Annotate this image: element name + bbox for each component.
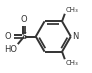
Text: CH₃: CH₃ bbox=[65, 7, 78, 13]
Text: S: S bbox=[21, 32, 27, 41]
Text: HO: HO bbox=[4, 45, 17, 54]
Text: N: N bbox=[72, 32, 79, 41]
Text: CH₃: CH₃ bbox=[65, 60, 78, 66]
Text: O: O bbox=[21, 15, 27, 24]
Text: O: O bbox=[5, 32, 11, 41]
